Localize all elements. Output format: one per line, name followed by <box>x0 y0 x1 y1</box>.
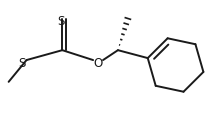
Text: S: S <box>18 56 25 70</box>
Text: O: O <box>94 56 103 70</box>
Text: S: S <box>58 15 65 28</box>
